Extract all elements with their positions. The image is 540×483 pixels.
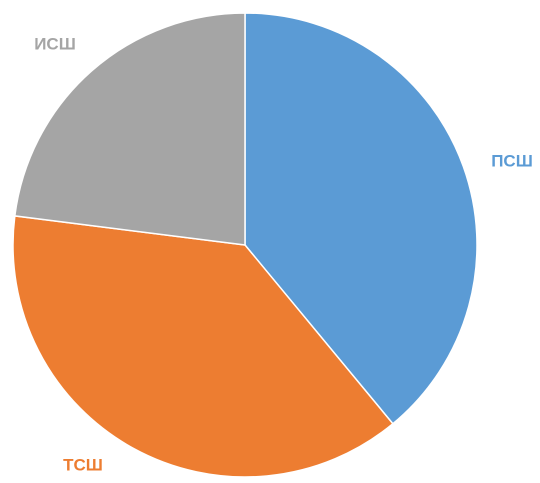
slice-label: ИСШ bbox=[34, 34, 76, 53]
pie-slice bbox=[12, 215, 394, 478]
slice-label: ПСШ bbox=[491, 151, 533, 170]
pie-slice bbox=[13, 12, 246, 246]
pie-slice bbox=[244, 12, 478, 425]
slice-label: ТСШ bbox=[63, 455, 103, 474]
